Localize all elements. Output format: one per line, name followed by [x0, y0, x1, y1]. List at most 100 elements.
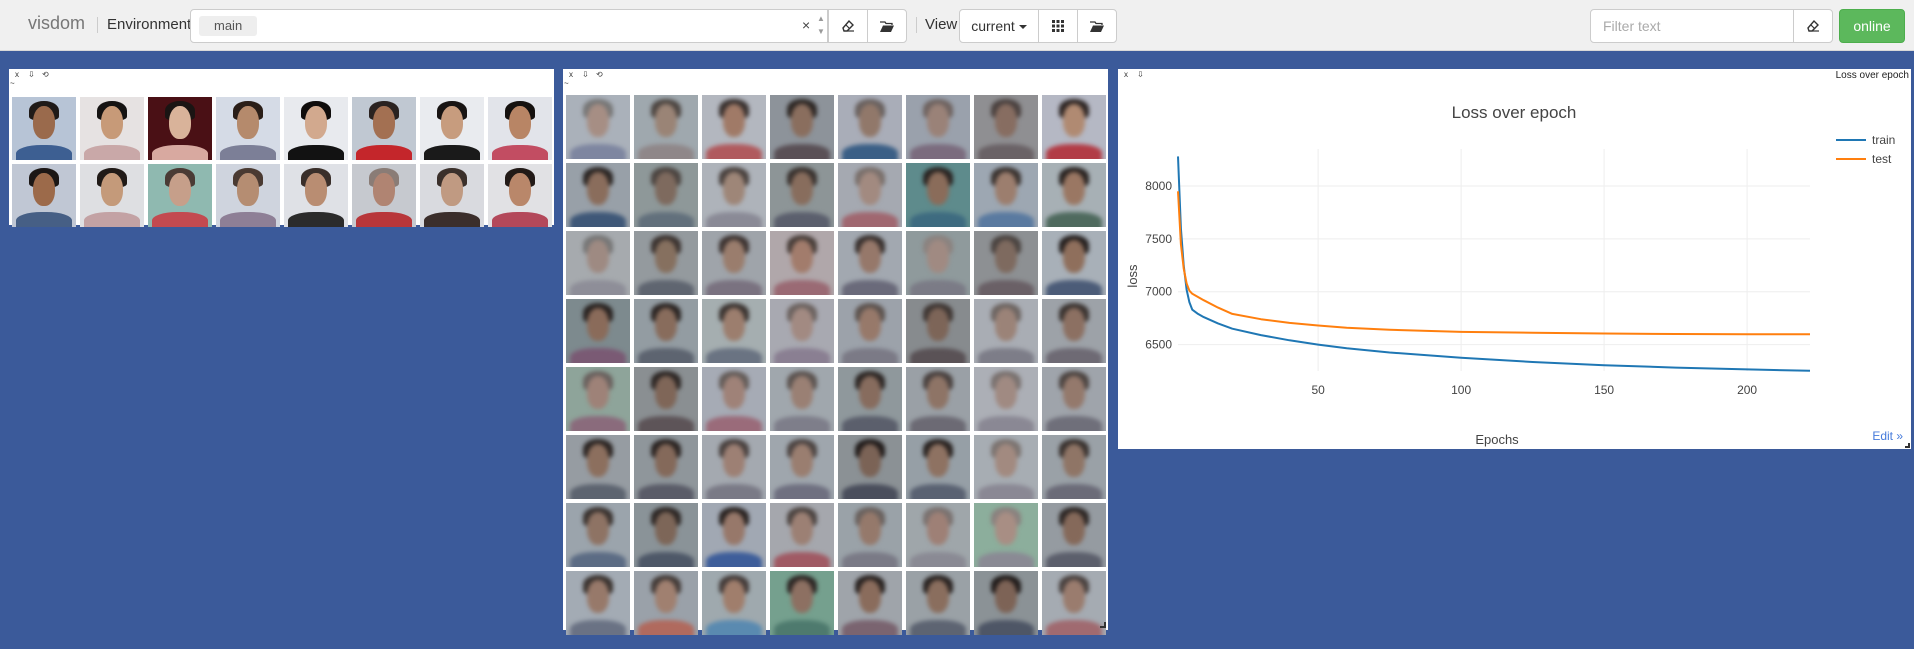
face-shoulders	[977, 619, 1035, 635]
face-skin	[655, 239, 677, 274]
face-shoulders	[491, 211, 549, 227]
face-thumbnail	[974, 571, 1038, 635]
face-skin	[441, 105, 463, 139]
face-skin	[995, 579, 1017, 614]
download-icon[interactable]: ⇩	[1137, 70, 1144, 79]
grid-icon	[1052, 20, 1064, 32]
face-shoulders	[773, 211, 831, 227]
face-skin	[655, 307, 677, 342]
face-skin	[655, 443, 677, 478]
face-thumbnail	[284, 164, 348, 227]
face-shoulders	[705, 619, 763, 635]
manage-views-button[interactable]	[1077, 9, 1117, 43]
face-skin	[587, 239, 609, 274]
face-thumbnail	[1042, 503, 1106, 567]
filter-text-input[interactable]	[1590, 9, 1794, 43]
resize-handle-icon[interactable]	[1905, 443, 1910, 448]
image-grid	[566, 95, 1106, 635]
face-skin	[927, 579, 949, 614]
face-skin	[509, 172, 531, 206]
face-thumbnail	[838, 231, 902, 295]
face-thumbnail	[634, 163, 698, 227]
face-skin	[587, 511, 609, 546]
face-thumbnail	[702, 367, 766, 431]
clear-environment-icon[interactable]: ×	[802, 17, 811, 33]
face-shoulders	[977, 483, 1035, 499]
reset-icon[interactable]: ⟲	[596, 70, 603, 79]
view-select[interactable]: current	[959, 9, 1039, 43]
reset-icon[interactable]: ⟲	[42, 70, 49, 79]
x-tick-label: 150	[1594, 383, 1614, 397]
face-shoulders	[637, 483, 695, 499]
face-skin	[723, 511, 745, 546]
close-icon[interactable]: x	[1124, 70, 1128, 79]
x-tick-label: 100	[1451, 383, 1471, 397]
face-shoulders	[355, 144, 413, 160]
face-skin	[33, 105, 55, 139]
clear-filter-button[interactable]	[1793, 9, 1833, 43]
environment-select[interactable]: main × ▲ ▼	[190, 9, 828, 43]
face-thumbnail	[906, 435, 970, 499]
face-thumbnail	[1042, 367, 1106, 431]
plot-pane-loss[interactable]: x ⇩ Loss over epoch Loss over epoch 50 100…	[1118, 69, 1911, 449]
face-skin	[995, 375, 1017, 410]
image-pane-reconstructions[interactable]: x ⇩ ⟲ ~	[563, 69, 1108, 635]
face-skin	[723, 103, 745, 138]
face-thumbnail	[702, 299, 766, 363]
download-icon[interactable]: ⇩	[582, 70, 589, 79]
face-shoulders	[219, 144, 277, 160]
brand-logo[interactable]: visdom	[28, 13, 86, 33]
face-shoulders	[287, 144, 345, 160]
face-skin	[791, 103, 813, 138]
series-line-train	[1177, 156, 1811, 372]
face-shoulders	[705, 483, 763, 499]
view-label: View	[925, 16, 958, 33]
legend-label-test: test	[1872, 152, 1892, 166]
connection-status-button[interactable]: online	[1839, 9, 1905, 43]
face-thumbnail	[770, 299, 834, 363]
face-shoulders	[841, 551, 899, 567]
face-shoulders	[1045, 143, 1103, 159]
face-skin	[655, 579, 677, 614]
resize-handle-icon[interactable]	[1100, 622, 1106, 628]
loss-line-chart[interactable]: Loss over epoch 50 100 150 200 6500 7000 7500 80…	[1118, 81, 1911, 449]
download-icon[interactable]: ⇩	[28, 70, 35, 79]
face-shoulders	[773, 415, 831, 431]
face-skin	[587, 307, 609, 342]
face-thumbnail	[634, 571, 698, 635]
face-skin	[587, 579, 609, 614]
face-thumbnail	[420, 164, 484, 227]
face-skin	[791, 443, 813, 478]
face-skin	[791, 171, 813, 206]
face-shoulders	[569, 415, 627, 431]
environment-tag-main[interactable]: main	[199, 16, 258, 36]
face-skin	[995, 239, 1017, 274]
series-line-test	[1177, 191, 1811, 336]
face-skin	[305, 172, 327, 206]
face-thumbnail	[566, 435, 630, 499]
face-shoulders	[355, 211, 413, 227]
repack-grid-button[interactable]	[1038, 9, 1078, 43]
pane-title: Loss over epoch	[1835, 70, 1909, 81]
close-icon[interactable]: x	[15, 70, 19, 79]
face-shoulders	[219, 211, 277, 227]
edit-chart-link[interactable]: Edit »	[1872, 429, 1903, 443]
face-skin	[655, 171, 677, 206]
face-skin	[927, 307, 949, 342]
face-shoulders	[909, 143, 967, 159]
legend-label-train: train	[1872, 133, 1895, 147]
face-skin	[927, 103, 949, 138]
face-skin	[1063, 443, 1085, 478]
close-icon[interactable]: x	[569, 70, 573, 79]
face-shoulders	[977, 279, 1035, 295]
face-shoulders	[569, 619, 627, 635]
face-thumbnail	[974, 95, 1038, 159]
face-thumbnail	[1042, 163, 1106, 227]
face-shoulders	[705, 279, 763, 295]
face-thumbnail	[634, 503, 698, 567]
environment-dropdown-arrows-icon[interactable]: ▲ ▼	[817, 14, 825, 36]
face-shoulders	[977, 347, 1035, 363]
image-pane-originals[interactable]: x ⇩ ⟲ ~	[9, 69, 554, 227]
clear-env-eraser-button[interactable]	[828, 9, 868, 43]
manage-env-button[interactable]	[867, 9, 907, 43]
